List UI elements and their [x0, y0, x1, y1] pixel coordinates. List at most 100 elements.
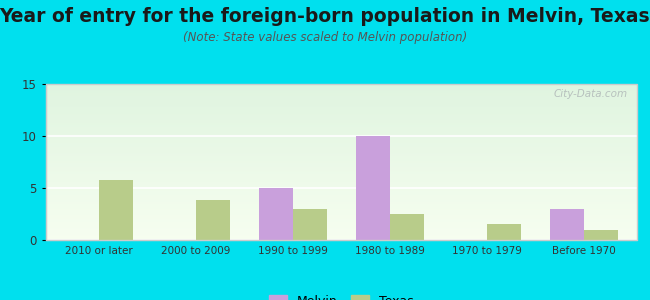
Bar [46, 128, 637, 129]
Text: (Note: State values scaled to Melvin population): (Note: State values scaled to Melvin pop… [183, 32, 467, 44]
Bar [46, 94, 637, 95]
Bar [46, 235, 637, 236]
Bar [46, 131, 637, 132]
Bar [46, 125, 637, 126]
Text: City-Data.com: City-Data.com [554, 89, 628, 99]
Bar [46, 142, 637, 143]
Bar [487, 224, 521, 240]
Bar [46, 117, 637, 118]
Bar [356, 136, 390, 240]
Bar [46, 130, 637, 131]
Bar [46, 204, 637, 205]
Bar [46, 134, 637, 135]
Bar [46, 100, 637, 101]
Bar [46, 221, 637, 222]
Bar [46, 212, 637, 213]
Bar [46, 238, 637, 239]
Bar [46, 84, 637, 85]
Bar [46, 196, 637, 197]
Bar [46, 195, 637, 196]
Bar [46, 113, 637, 114]
Bar [46, 205, 637, 206]
Bar [390, 214, 424, 240]
Bar [46, 179, 637, 180]
Bar [46, 93, 637, 94]
Bar [46, 183, 637, 184]
Bar [46, 200, 637, 201]
Bar [46, 154, 637, 155]
Bar [46, 211, 637, 212]
Bar [46, 95, 637, 96]
Bar [46, 181, 637, 182]
Bar [46, 163, 637, 164]
Bar [46, 148, 637, 149]
Bar [46, 110, 637, 111]
Bar [46, 218, 637, 219]
Bar [46, 215, 637, 216]
Bar [46, 203, 637, 204]
Bar [584, 230, 618, 240]
Bar [46, 152, 637, 153]
Bar [46, 164, 637, 165]
Bar [46, 185, 637, 186]
Bar [46, 232, 637, 233]
Bar [46, 102, 637, 103]
Bar [46, 127, 637, 128]
Bar [46, 197, 637, 198]
Bar [46, 176, 637, 177]
Bar [46, 144, 637, 145]
Bar [46, 172, 637, 173]
Bar [46, 208, 637, 209]
Bar [46, 213, 637, 214]
Bar [46, 186, 637, 187]
Bar [46, 237, 637, 238]
Bar [46, 151, 637, 152]
Bar [46, 165, 637, 166]
Bar [46, 239, 637, 240]
Bar [46, 118, 637, 119]
Bar [46, 100, 637, 101]
Bar [46, 106, 637, 107]
Bar [46, 109, 637, 110]
Bar [46, 199, 637, 200]
Bar [46, 145, 637, 146]
Bar [46, 216, 637, 217]
Bar [46, 162, 637, 163]
Bar [46, 219, 637, 220]
Bar [46, 190, 637, 191]
Bar [46, 207, 637, 208]
Bar [46, 223, 637, 224]
Bar [46, 111, 637, 112]
Bar [46, 231, 637, 232]
Bar [46, 206, 637, 207]
Bar [46, 192, 637, 193]
Bar [46, 187, 637, 188]
Bar [46, 156, 637, 157]
Bar [46, 150, 637, 151]
Bar [46, 104, 637, 105]
Bar [46, 88, 637, 89]
Bar [46, 137, 637, 138]
Bar [46, 198, 637, 199]
Bar [46, 166, 637, 167]
Bar [46, 84, 637, 240]
Bar [46, 122, 637, 123]
Bar [46, 169, 637, 170]
Bar [46, 201, 637, 202]
Bar [46, 210, 637, 211]
Bar [46, 89, 637, 90]
Bar [46, 108, 637, 109]
Bar [46, 168, 637, 169]
Bar [46, 120, 637, 121]
Bar [46, 114, 637, 115]
Bar [46, 126, 637, 127]
Bar [46, 189, 637, 190]
Bar [46, 143, 637, 144]
Bar [46, 91, 637, 92]
Bar [46, 188, 637, 189]
Bar [259, 188, 292, 240]
Bar [46, 132, 637, 133]
Bar [46, 170, 637, 171]
Bar [46, 97, 637, 98]
Bar [46, 119, 637, 120]
